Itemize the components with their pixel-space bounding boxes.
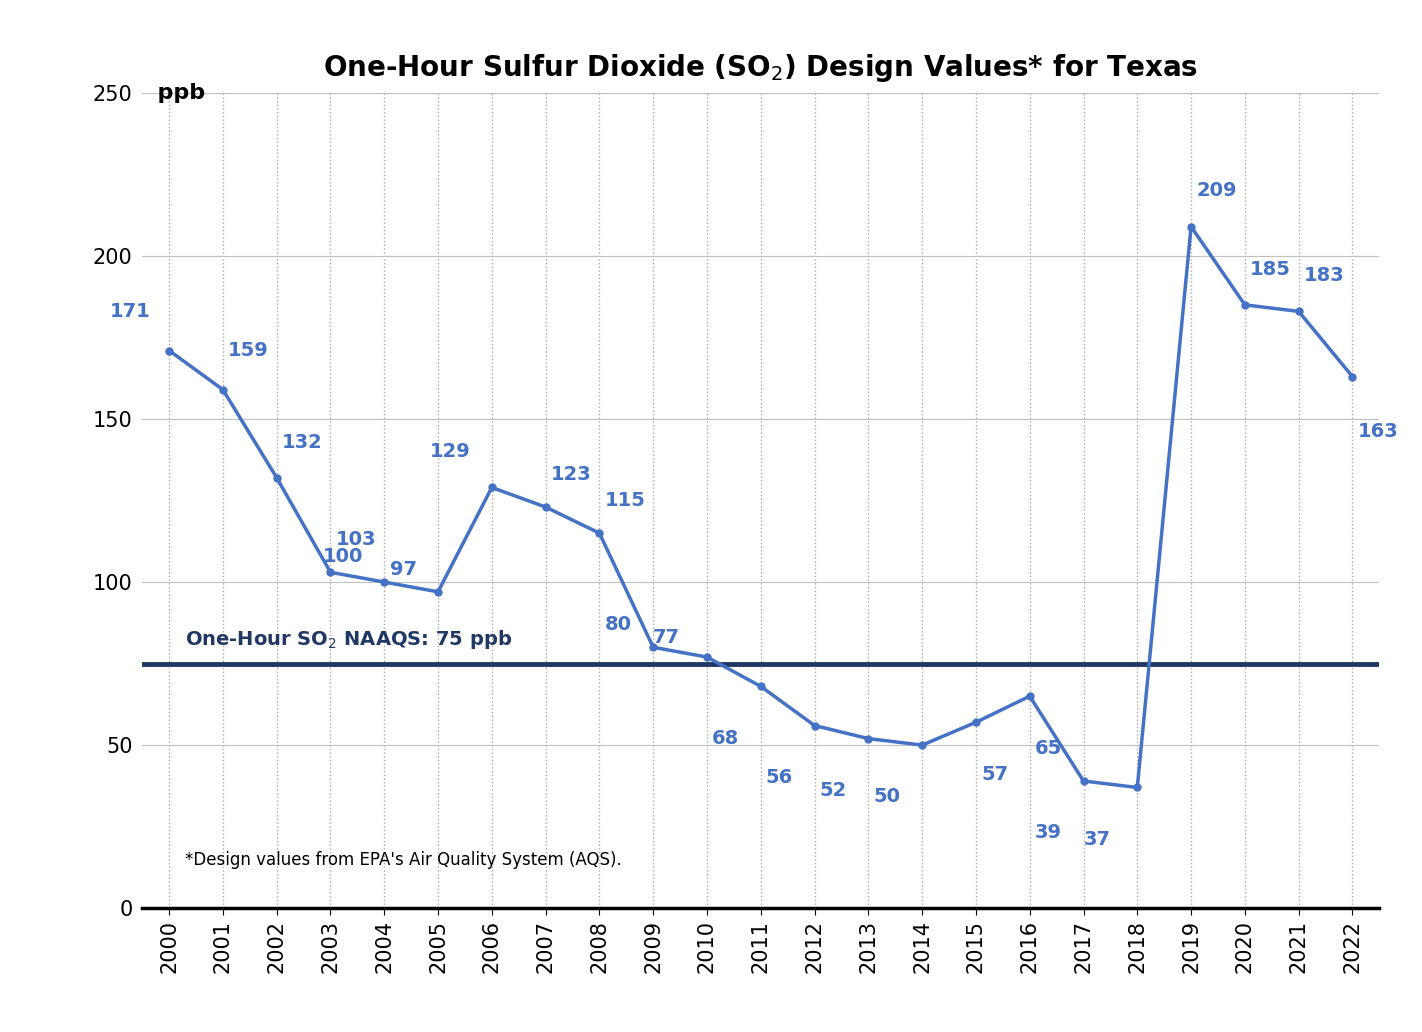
Text: 50: 50	[873, 787, 900, 806]
Text: 37: 37	[1084, 830, 1111, 849]
Text: 97: 97	[390, 559, 417, 579]
Text: 56: 56	[766, 768, 793, 787]
Text: 57: 57	[981, 765, 1008, 783]
Text: 159: 159	[229, 342, 269, 360]
Text: 163: 163	[1358, 422, 1399, 442]
Text: 100: 100	[323, 547, 363, 566]
Text: 65: 65	[1035, 739, 1062, 757]
Text: 171: 171	[109, 302, 151, 321]
Text: 129: 129	[429, 443, 471, 461]
Text: 115: 115	[604, 491, 646, 510]
Text: ppb: ppb	[142, 83, 205, 103]
Text: 183: 183	[1304, 266, 1345, 285]
Text: 39: 39	[1035, 824, 1062, 842]
Text: 185: 185	[1250, 260, 1291, 279]
Text: 80: 80	[604, 615, 631, 635]
Text: 209: 209	[1196, 182, 1237, 200]
Text: 123: 123	[550, 465, 592, 484]
Text: 103: 103	[336, 530, 377, 549]
Text: *Design values from EPA's Air Quality System (AQS).: *Design values from EPA's Air Quality Sy…	[185, 851, 621, 869]
Text: 132: 132	[282, 432, 323, 452]
Text: 52: 52	[819, 781, 848, 800]
Text: One-Hour SO$_2$ NAAQS: 75 ppb: One-Hour SO$_2$ NAAQS: 75 ppb	[185, 627, 512, 650]
Text: 77: 77	[653, 628, 680, 647]
Title: One-Hour Sulfur Dioxide (SO$_2$) Design Values* for Texas: One-Hour Sulfur Dioxide (SO$_2$) Design …	[323, 53, 1199, 85]
Text: 68: 68	[712, 729, 739, 748]
